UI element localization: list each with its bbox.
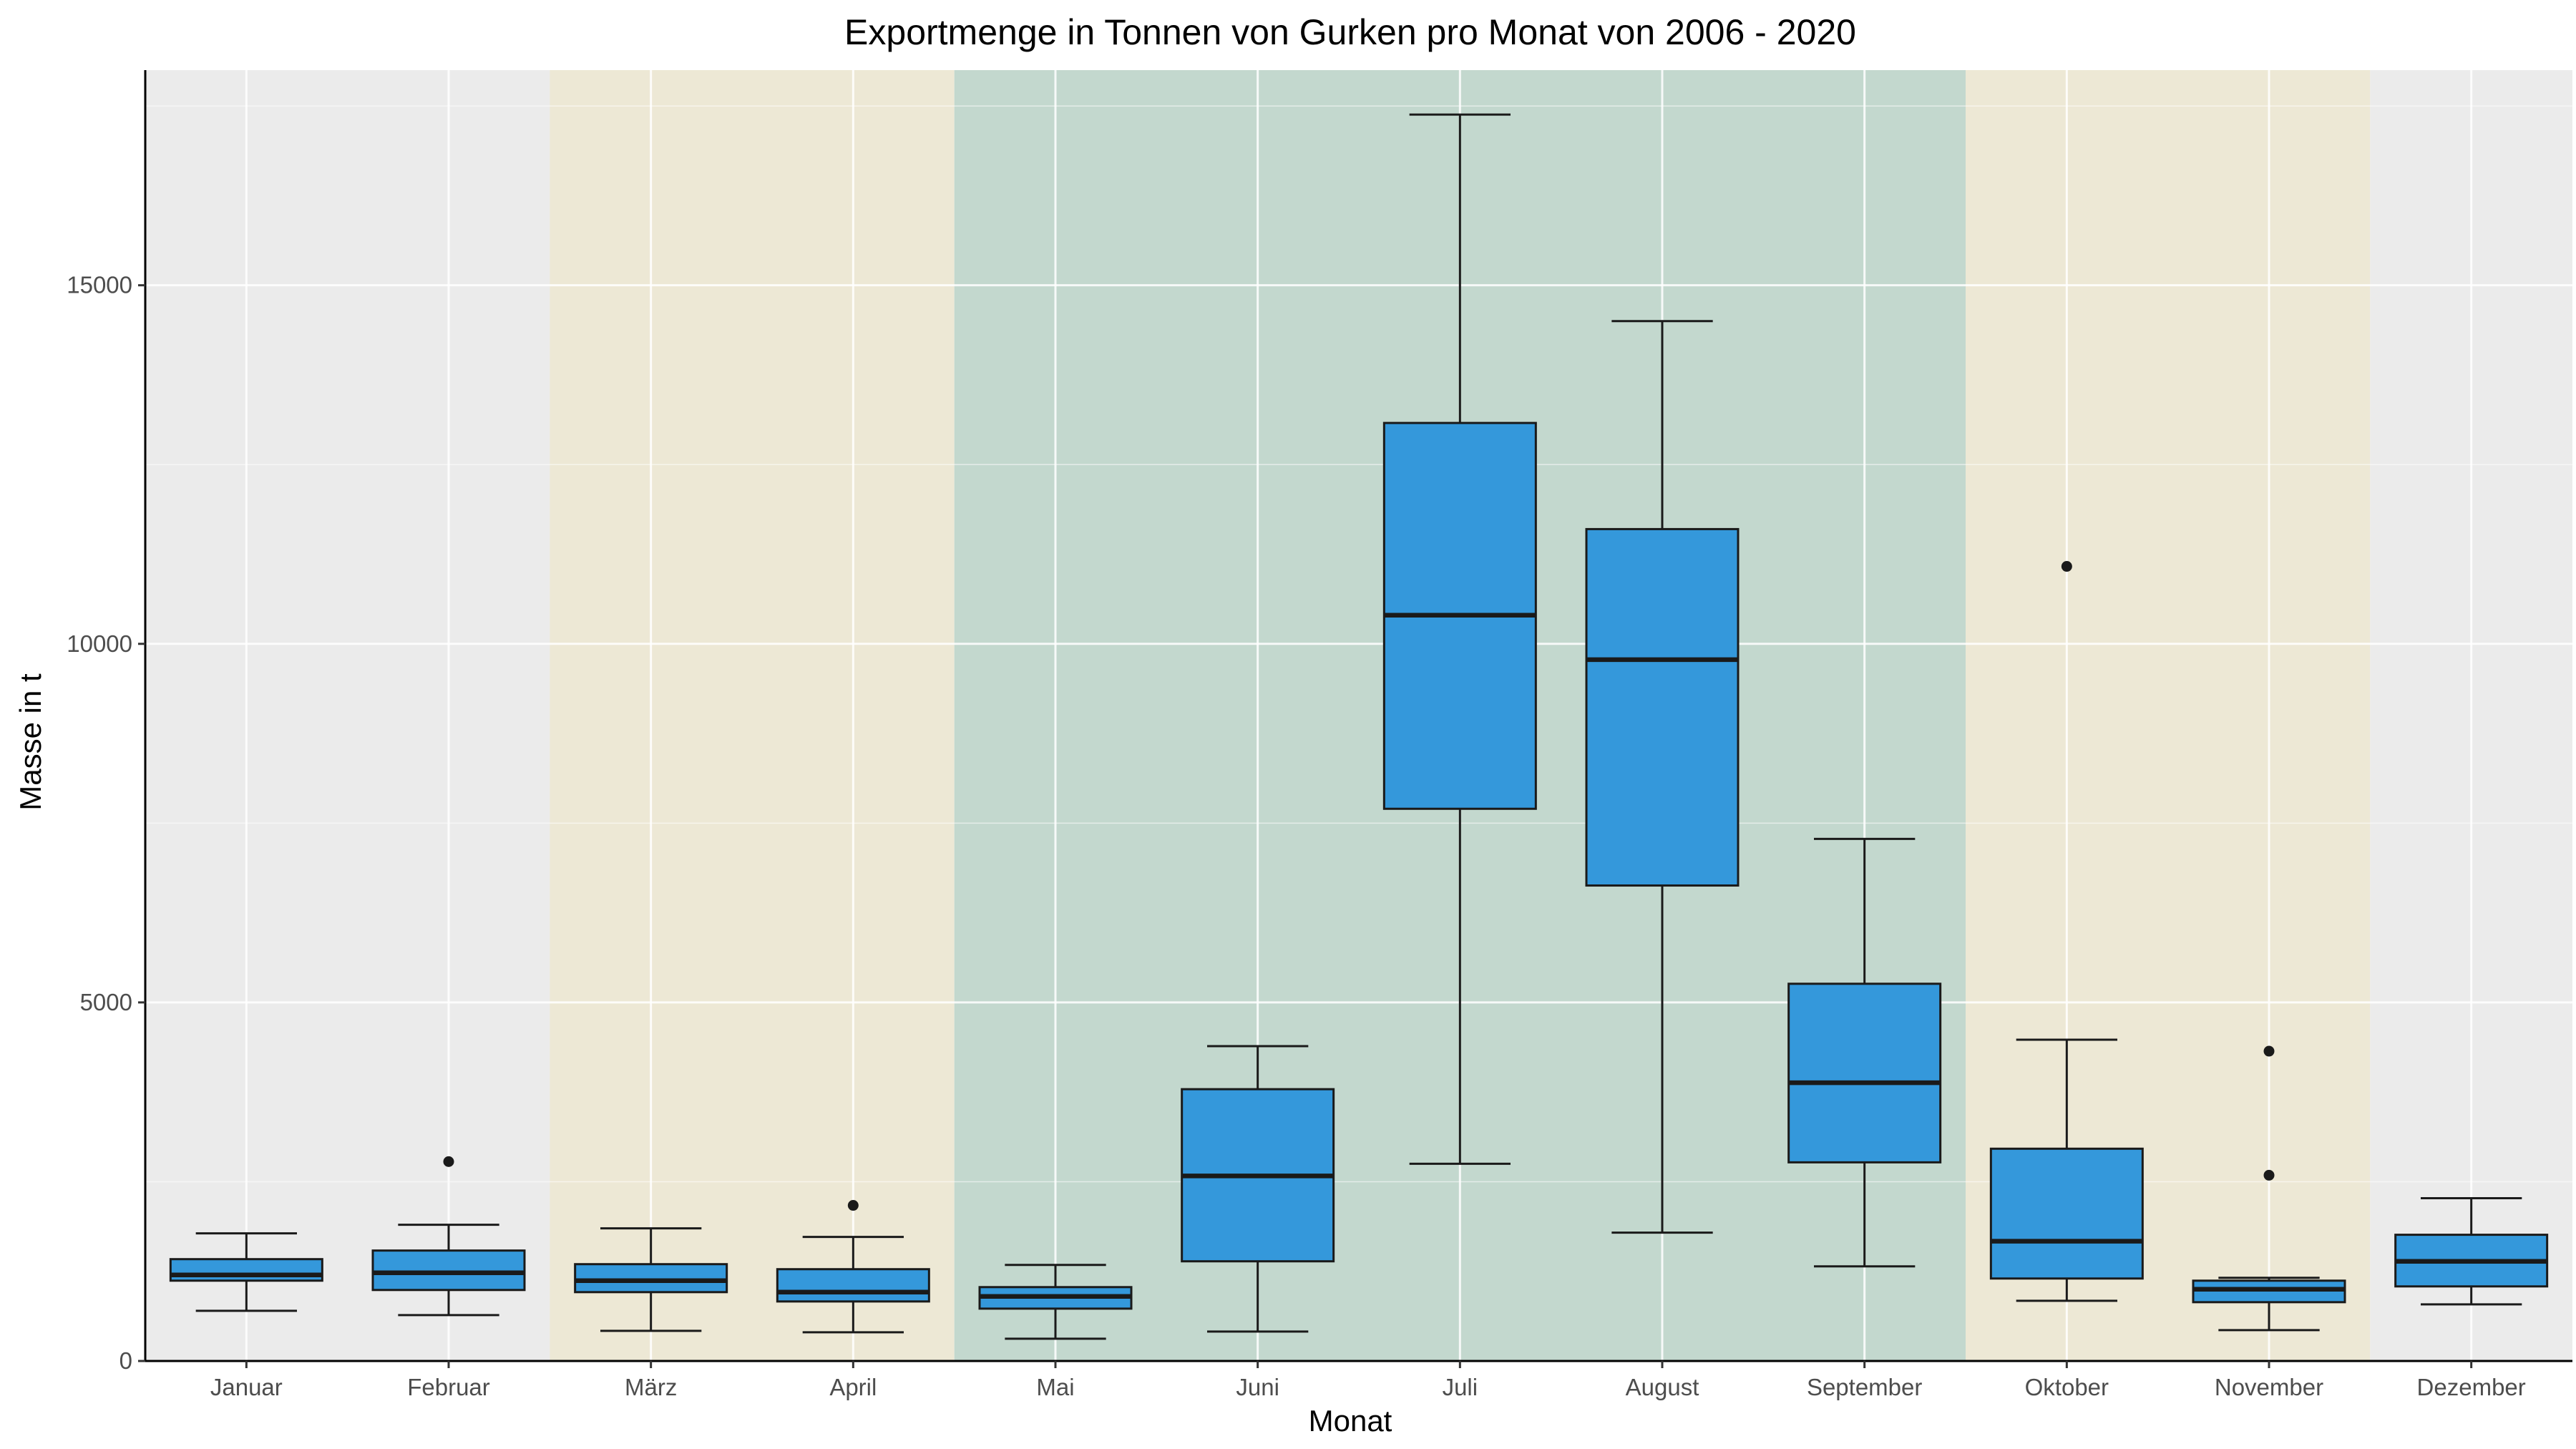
y-tick-label: 10000 [67, 630, 132, 657]
y-tick-label: 5000 [80, 989, 132, 1015]
box-mai [978, 1264, 1133, 1340]
box-november [2192, 1045, 2346, 1332]
box-oktober [1989, 561, 2144, 1302]
season-band-0 [145, 70, 550, 1361]
box-juni [1181, 1045, 1335, 1333]
outlier-point [443, 1156, 454, 1167]
box-januar [169, 1232, 323, 1312]
x-tick-label: September [1807, 1374, 1922, 1400]
outlier-point [2061, 561, 2072, 572]
x-tick-label: Dezember [2417, 1374, 2526, 1400]
box-iqr [574, 1263, 728, 1294]
x-tick-label: März [625, 1374, 677, 1400]
plot-background [145, 70, 2572, 1361]
box-august [1585, 320, 1740, 1234]
x-tick-label: April [829, 1374, 877, 1400]
box-dezember [2394, 1196, 2549, 1306]
tick-labels: 0 5000 10000 15000 Januar Februar März April Mai… [67, 272, 2526, 1400]
x-tick-label: Juli [1443, 1374, 1478, 1400]
box-februar [371, 1156, 526, 1317]
box-iqr [371, 1249, 526, 1292]
x-tick-label: November [2215, 1374, 2323, 1400]
box-märz [574, 1227, 728, 1332]
x-tick-label: Oktober [2025, 1374, 2109, 1400]
outlier-point [847, 1200, 859, 1211]
x-tick-label: August [1626, 1374, 1699, 1400]
y-tick-label: 15000 [67, 272, 132, 298]
box-juli [1382, 113, 1537, 1165]
box-september [1787, 837, 1942, 1268]
x-axis-title: Monat [1309, 1404, 1392, 1438]
x-tick-label: Februar [407, 1374, 490, 1400]
x-tick-label: Januar [210, 1374, 283, 1400]
y-tick-label: 0 [119, 1347, 132, 1374]
outlier-point [2263, 1045, 2275, 1057]
x-tick-label: Juni [1236, 1374, 1279, 1400]
box-iqr [1585, 527, 1740, 887]
chart-title: Exportmenge in Tonnen von Gurken pro Mon… [844, 12, 1856, 52]
box-iqr [776, 1268, 930, 1303]
box-iqr [169, 1258, 323, 1282]
outlier-point [2263, 1169, 2275, 1181]
x-tick-label: Mai [1036, 1374, 1074, 1400]
box-april [776, 1200, 930, 1334]
y-axis-title: Masse in t [14, 673, 47, 811]
season-band-1 [550, 70, 955, 1361]
box-series [169, 113, 2549, 1340]
box-iqr [1787, 982, 1942, 1163]
box-iqr [1989, 1147, 2144, 1280]
